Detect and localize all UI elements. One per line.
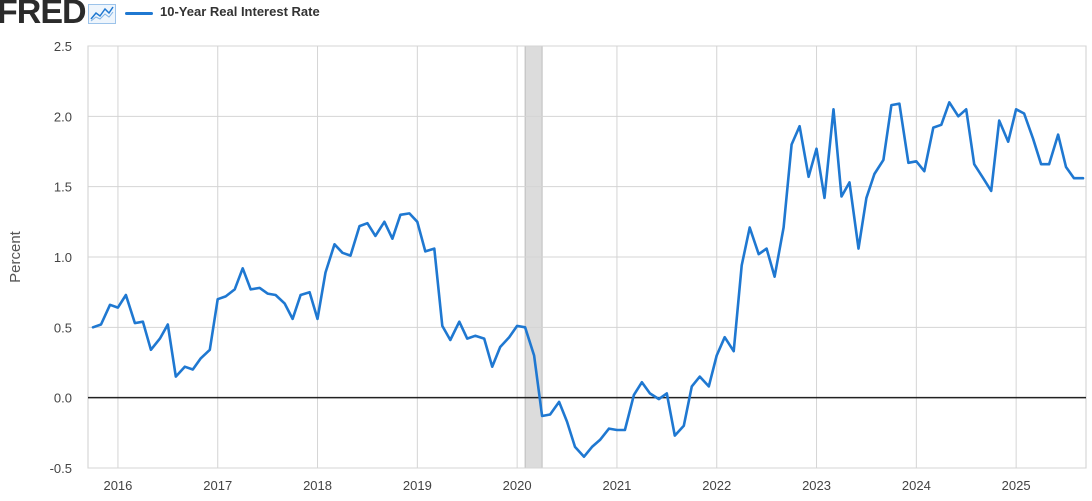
y-axis-label: Percent bbox=[7, 230, 24, 283]
x-tick-label: 2021 bbox=[602, 478, 631, 493]
y-tick-label: 0.0 bbox=[54, 391, 72, 406]
x-tick-label: 2023 bbox=[802, 478, 831, 493]
x-tick-label: 2018 bbox=[303, 478, 332, 493]
line-chart-icon bbox=[88, 4, 116, 24]
x-tick-label: 2016 bbox=[103, 478, 132, 493]
x-tick-label: 2025 bbox=[1002, 478, 1031, 493]
legend-label: 10-Year Real Interest Rate bbox=[160, 4, 320, 19]
chart-header: FRED 10-Year Real Interest Rate bbox=[0, 0, 1092, 31]
x-tick-label: 2019 bbox=[403, 478, 432, 493]
y-tick-label: -0.5 bbox=[50, 461, 72, 476]
legend-swatch bbox=[125, 12, 153, 15]
x-tick-label: 2017 bbox=[203, 478, 232, 493]
y-tick-label: 2.0 bbox=[54, 109, 72, 124]
y-tick-label: 0.5 bbox=[54, 320, 72, 335]
series-line bbox=[91, 101, 1085, 459]
x-tick-label: 2024 bbox=[902, 478, 931, 493]
x-tick-label: 2022 bbox=[702, 478, 731, 493]
y-tick-label: 2.5 bbox=[54, 39, 72, 54]
y-tick-label: 1.0 bbox=[54, 250, 72, 265]
y-tick-label: 1.5 bbox=[54, 180, 72, 195]
x-tick-label: 2020 bbox=[503, 478, 532, 493]
fred-logo: FRED bbox=[0, 0, 87, 31]
